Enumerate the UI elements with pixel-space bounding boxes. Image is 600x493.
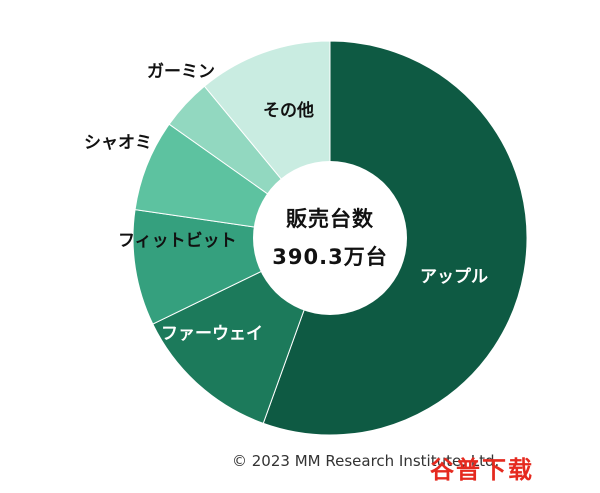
slice-label-apple: アップル — [420, 267, 488, 287]
slice-label-fitbit: フィットビット — [118, 231, 237, 251]
donut-hole — [253, 161, 407, 315]
copyright-text: © 2023 MM Research Institute, Ltd. — [232, 452, 500, 470]
watermark-text: 谷普下载 — [430, 456, 534, 484]
slice-label-other: その他 — [263, 101, 314, 121]
slice-label-garmin: ガーミン — [147, 62, 215, 82]
slice-label-xiaomi: シャオミ — [84, 133, 152, 153]
center-value: 390.3万台 — [272, 245, 388, 269]
slice-label-huawei: ファーウェイ — [161, 324, 263, 344]
center-title: 販売台数 — [286, 207, 374, 231]
